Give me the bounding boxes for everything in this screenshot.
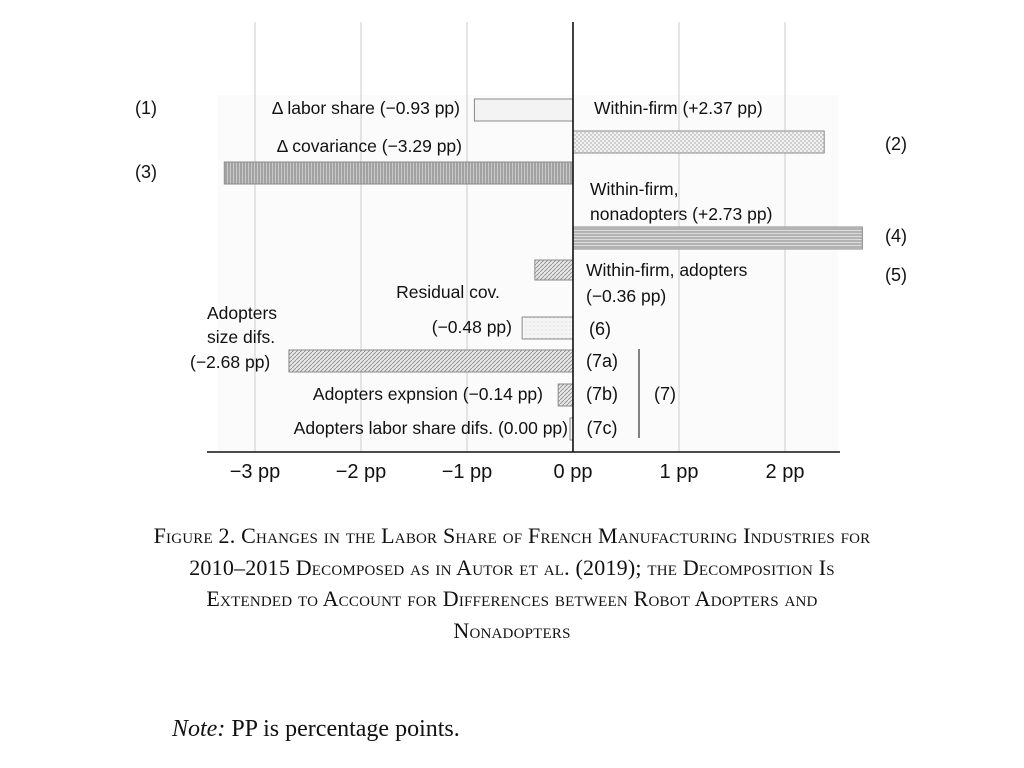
label-6-line2: (−0.48 pp) (432, 317, 512, 337)
note-label: Note: (172, 716, 226, 742)
bars (223, 98, 863, 441)
marker-5: (5) (885, 265, 907, 285)
label-4-line2: nonadopters (+2.73 pp) (590, 204, 772, 224)
decomposition-chart: −3 pp −2 pp −1 pp 0 pp 1 pp 2 pp Δ labor shar… (135, 22, 907, 483)
x-tick-label-1: −2 pp (336, 461, 387, 483)
bar-5 (534, 259, 574, 281)
label-7a-line3: (−2.68 pp) (190, 352, 270, 372)
plot-area (217, 95, 838, 452)
label-7a-line2: size difs. (207, 327, 275, 347)
marker-3: (3) (135, 162, 157, 182)
label-7a-line1: Adopters (207, 303, 277, 323)
bar-1 (473, 98, 574, 122)
label-4-line1: Within-firm, (590, 179, 678, 199)
plot-background (217, 95, 838, 452)
label-6-line1: Residual cov. (396, 282, 500, 302)
marker-7a: (7a) (586, 351, 618, 371)
figure-note: Note: PP is percentage points. (172, 716, 460, 743)
marker-2: (2) (885, 134, 907, 154)
bar-3 (223, 161, 574, 185)
label-7b: Adopters expnsion (−0.14 pp) (313, 384, 543, 404)
marker-4: (4) (885, 226, 907, 246)
bar-6 (521, 316, 574, 340)
label-1: Δ labor share (−0.93 pp) (272, 98, 460, 118)
label-5-line2: (−0.36 pp) (586, 286, 666, 306)
bar-2 (572, 130, 825, 154)
bar-7a (288, 349, 574, 373)
label-5-line1: Within-firm, adopters (586, 260, 748, 280)
bar-4 (572, 226, 863, 250)
label-2: Within-firm (+2.37 pp) (594, 98, 763, 118)
marker-7: (7) (654, 384, 676, 404)
figure-caption: Figure 2. Changes in the Labor Share of … (153, 523, 871, 643)
label-7c: Adopters labor share difs. (0.00 pp) (294, 418, 568, 438)
note-text: PP is percentage points. (231, 716, 460, 742)
x-tick-label-0: −3 pp (230, 461, 281, 483)
marker-7b: (7b) (586, 384, 618, 404)
x-tick-label-2: −1 pp (442, 461, 493, 483)
bar-labels: Δ labor share (−0.93 pp) Within-firm (+2.… (190, 98, 772, 438)
x-tick-label-5: 2 pp (766, 461, 805, 483)
marker-6: (6) (589, 319, 611, 339)
marker-7c: (7c) (587, 418, 618, 438)
axes: −3 pp −2 pp −1 pp 0 pp 1 pp 2 pp (207, 22, 840, 483)
marker-1: (1) (135, 98, 157, 118)
label-3: Δ covariance (−3.29 pp) (277, 136, 462, 156)
bar-7b (557, 383, 574, 407)
row-markers: (1) (2) (3) (4) (5) (6) (7a) (7b) (7c) (7) (135, 98, 907, 438)
x-tick-label-4: 1 pp (660, 461, 699, 483)
x-tick-label-3: 0 pp (554, 461, 593, 483)
